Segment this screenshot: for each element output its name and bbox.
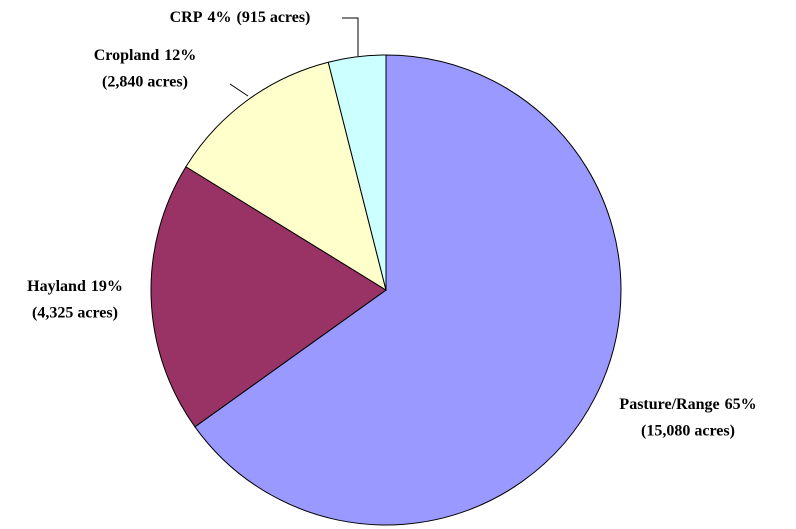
category-label: Hayland — [27, 278, 86, 295]
pie-slice — [327, 54, 387, 291]
slice-label: Hayland 19% — [27, 278, 123, 295]
percent-label: 12% — [164, 47, 196, 64]
pie-slice — [150, 166, 387, 428]
pie-slice — [185, 61, 387, 292]
value-label: (2,840 acres) — [102, 74, 188, 91]
slice-label: Cropland 12% — [94, 47, 197, 64]
slice-label: CRP 4% (915 acres) — [170, 9, 311, 26]
leader-line — [229, 83, 249, 97]
value-label: (915 acres) — [236, 9, 310, 26]
value-label: (4,325 acres) — [32, 305, 118, 322]
percent-label: 19% — [91, 278, 123, 295]
percent-label: 65% — [725, 396, 757, 413]
slice-label: Pasture/Range 65% — [619, 396, 756, 413]
category-label: CRP — [170, 9, 203, 26]
category-label: Cropland — [94, 47, 160, 64]
pie-slice — [194, 54, 622, 526]
value-label: (15,080 acres) — [641, 423, 735, 440]
leader-line — [342, 17, 359, 56]
category-label: Pasture/Range — [619, 396, 719, 413]
percent-label: 4% — [207, 9, 231, 26]
